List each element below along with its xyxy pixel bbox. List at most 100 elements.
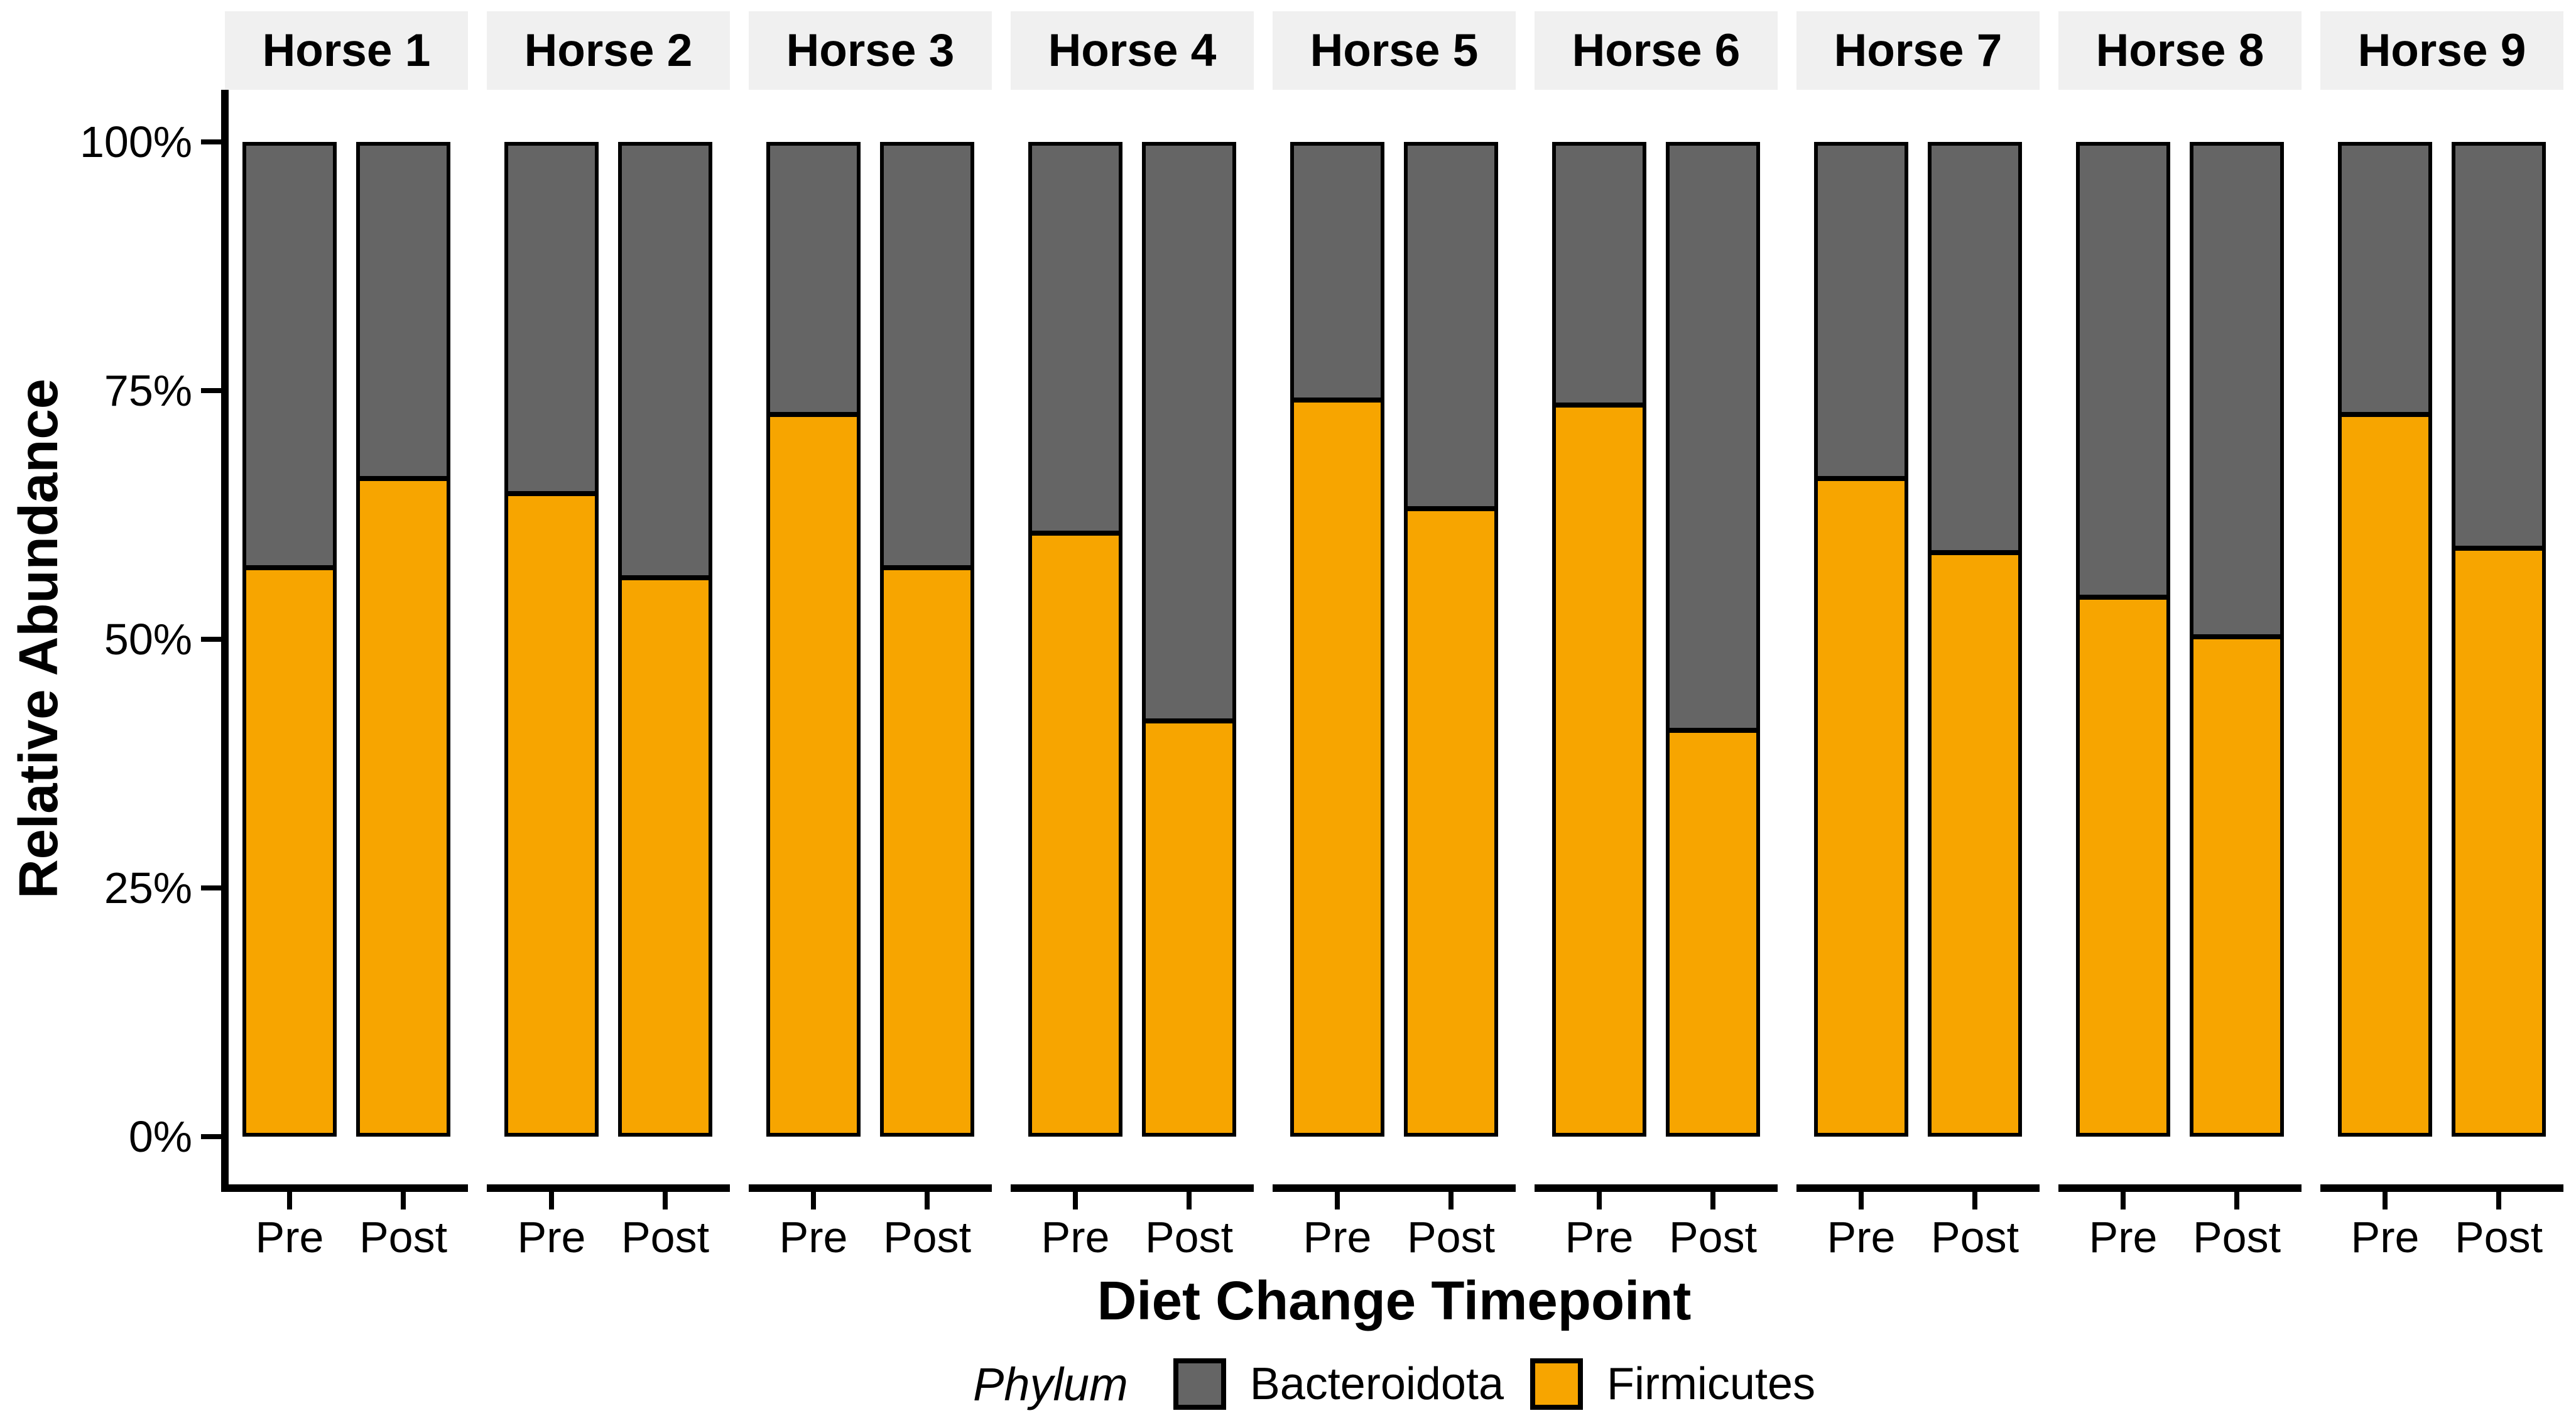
facet-strip-label: Horse 4 bbox=[1011, 11, 1254, 90]
segment-bacteroidota-post bbox=[1146, 146, 1232, 723]
x-axis-line bbox=[1535, 1184, 1778, 1192]
facet-strip-label: Horse 9 bbox=[2320, 11, 2563, 90]
segment-bacteroidota-post bbox=[884, 146, 970, 570]
x-axis-line bbox=[487, 1184, 730, 1192]
x-tick-mark bbox=[2234, 1192, 2239, 1209]
segment-firmicutes-pre bbox=[1032, 535, 1119, 1133]
segment-bacteroidota-post bbox=[1670, 146, 1756, 733]
facet-horse-9: Horse 9 Pre Post bbox=[2320, 11, 2563, 1267]
facet-strip-label: Horse 8 bbox=[2058, 11, 2302, 90]
x-tick-label-post: Post bbox=[883, 1213, 972, 1262]
stacked-bar-post bbox=[2190, 142, 2284, 1137]
x-tick-label-post: Post bbox=[1930, 1213, 2019, 1262]
segment-firmicutes-post bbox=[1670, 733, 1756, 1133]
segment-bacteroidota-post bbox=[360, 146, 447, 482]
segment-firmicutes-pre bbox=[2080, 600, 2166, 1133]
x-tick-label-pre: Pre bbox=[517, 1213, 586, 1262]
x-tick-mark bbox=[549, 1192, 554, 1209]
legend-label: Firmicutes bbox=[1607, 1359, 1816, 1409]
facet-panel bbox=[225, 90, 468, 1192]
x-axis-line bbox=[1273, 1184, 1516, 1192]
stacked-bar-post bbox=[2452, 142, 2546, 1137]
stacked-bar-pre bbox=[1814, 142, 1908, 1137]
facet-strip-label: Horse 5 bbox=[1273, 11, 1516, 90]
y-tick-mark bbox=[201, 139, 225, 144]
facet-panel bbox=[487, 90, 730, 1192]
x-tick-label-post: Post bbox=[359, 1213, 448, 1262]
stacked-bar-post bbox=[1928, 142, 2022, 1137]
x-tick-mark bbox=[1859, 1192, 1864, 1209]
x-tick-label-post: Post bbox=[2192, 1213, 2281, 1262]
x-tick-label-pre: Pre bbox=[1303, 1213, 1372, 1262]
y-tick-label: 100% bbox=[79, 117, 192, 166]
x-tick-mark bbox=[1073, 1192, 1078, 1209]
facet-horse-7: Horse 7 Pre Post bbox=[1796, 11, 2040, 1267]
x-tick-mark bbox=[1972, 1192, 1977, 1209]
facet-strip-label: Horse 3 bbox=[749, 11, 992, 90]
x-axis-line bbox=[2320, 1184, 2563, 1192]
legend-label: Bacteroidota bbox=[1249, 1359, 1504, 1409]
x-tick-label-pre: Pre bbox=[2350, 1213, 2420, 1262]
facet-strip-label: Horse 1 bbox=[225, 11, 468, 90]
facet-horse-8: Horse 8 Pre Post bbox=[2058, 11, 2302, 1267]
x-tick-mark bbox=[663, 1192, 668, 1209]
y-tick-mark bbox=[201, 1134, 225, 1139]
segment-firmicutes-pre bbox=[2342, 417, 2428, 1133]
x-tick-label-post: Post bbox=[621, 1213, 710, 1262]
x-tick-mark bbox=[1710, 1192, 1715, 1209]
segment-bacteroidota-pre bbox=[1556, 146, 1643, 408]
stacked-bar-post bbox=[880, 142, 974, 1137]
stacked-bar-pre bbox=[504, 142, 599, 1137]
legend-title: Phylum bbox=[972, 1358, 1128, 1410]
x-axis-title: Diet Change Timepoint bbox=[1097, 1270, 1692, 1331]
segment-firmicutes-pre bbox=[1556, 407, 1643, 1133]
x-axis-line bbox=[1796, 1184, 2040, 1192]
x-tick-label-pre: Pre bbox=[1827, 1213, 1896, 1262]
legend-swatch-bacteroidota bbox=[1173, 1358, 1226, 1410]
stacked-bar-pre bbox=[2076, 142, 2170, 1137]
facet-horse-3: Horse 3 Pre Post bbox=[749, 11, 992, 1267]
x-tick-mark bbox=[2496, 1192, 2501, 1209]
facet-horse-2: Horse 2 Pre Post bbox=[487, 11, 730, 1267]
y-tick-mark bbox=[201, 637, 225, 642]
stacked-bar-post bbox=[618, 142, 712, 1137]
segment-bacteroidota-post bbox=[622, 146, 709, 580]
stacked-bar-pre bbox=[1290, 142, 1384, 1137]
facet-horse-4: Horse 4 Pre Post bbox=[1011, 11, 1254, 1267]
segment-firmicutes-post bbox=[622, 580, 709, 1133]
facet-panels: Horse 1 Pre Post Horse 2 Pre Post Horse 3 Pre Po… bbox=[225, 11, 2563, 1267]
facet-strip-label: Horse 6 bbox=[1535, 11, 1778, 90]
segment-firmicutes-post bbox=[1146, 723, 1232, 1133]
stacked-bar-post bbox=[356, 142, 450, 1137]
x-tick-mark bbox=[287, 1192, 292, 1209]
y-tick-label: 75% bbox=[104, 366, 192, 415]
segment-firmicutes-post bbox=[2455, 550, 2542, 1133]
stacked-bar-post bbox=[1142, 142, 1236, 1137]
x-tick-label-pre: Pre bbox=[2089, 1213, 2158, 1262]
x-tick-label-post: Post bbox=[1668, 1213, 1758, 1262]
x-axis-line bbox=[1011, 1184, 1254, 1192]
segment-firmicutes-post bbox=[360, 481, 447, 1133]
facet-horse-5: Horse 5 Pre Post bbox=[1273, 11, 1516, 1267]
segment-firmicutes-post bbox=[884, 570, 970, 1133]
x-tick-label-post: Post bbox=[1144, 1213, 1234, 1262]
segment-firmicutes-post bbox=[1932, 555, 2018, 1133]
y-tick-label: 25% bbox=[104, 863, 192, 912]
stacked-bar-pre bbox=[1552, 142, 1646, 1137]
segment-firmicutes-pre bbox=[508, 496, 595, 1133]
y-axis-line bbox=[221, 90, 229, 1192]
legend-swatch-firmicutes bbox=[1530, 1358, 1583, 1410]
segment-bacteroidota-pre bbox=[2080, 146, 2166, 600]
legend-item-firmicutes: Firmicutes bbox=[1530, 1358, 1815, 1410]
facet-panel bbox=[1796, 90, 2040, 1192]
facet-panel bbox=[1535, 90, 1778, 1192]
y-tick-label: 0% bbox=[128, 1112, 192, 1161]
x-tick-label-pre: Pre bbox=[255, 1213, 324, 1262]
segment-firmicutes-post bbox=[2193, 639, 2280, 1133]
x-tick-label-pre: Pre bbox=[1565, 1213, 1634, 1262]
segment-firmicutes-pre bbox=[1294, 402, 1381, 1133]
segment-bacteroidota-pre bbox=[1294, 146, 1381, 403]
segment-bacteroidota-pre bbox=[1032, 146, 1119, 536]
stacked-bar-pre bbox=[242, 142, 337, 1137]
x-tick-label-post: Post bbox=[2454, 1213, 2543, 1262]
